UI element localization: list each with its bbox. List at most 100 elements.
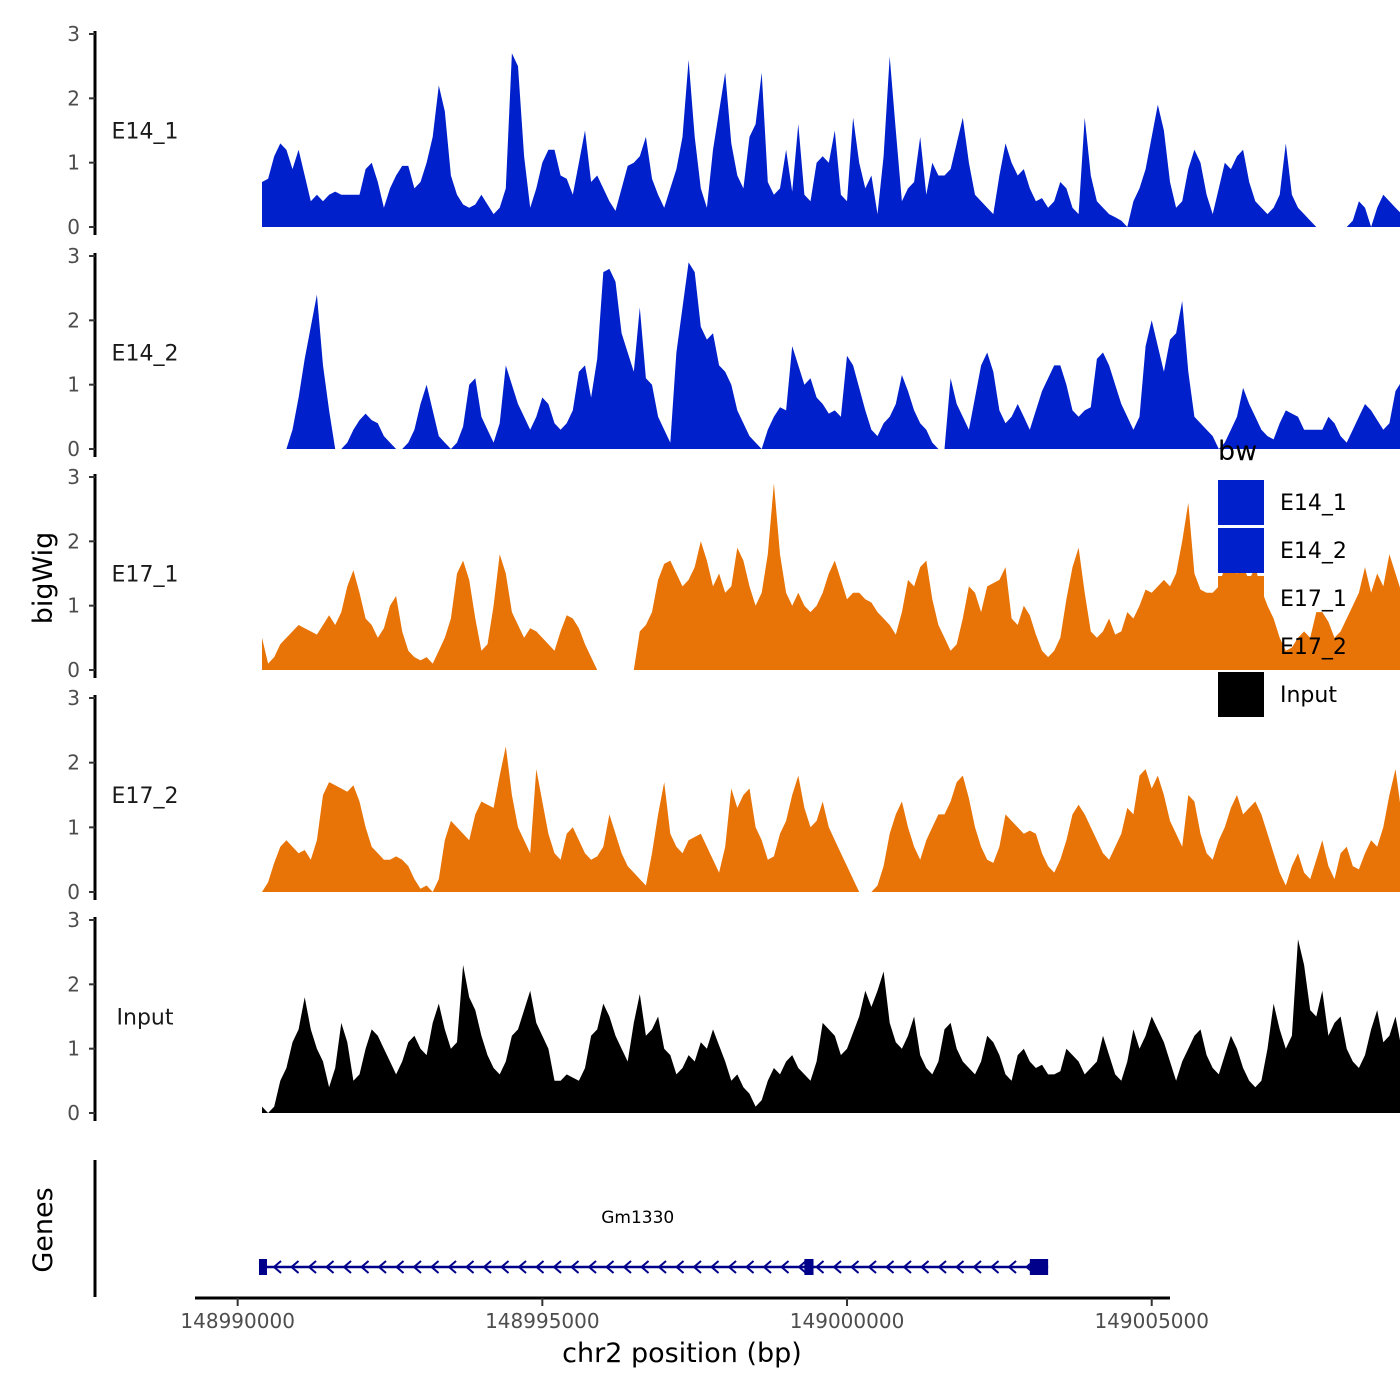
x-tick-label: 148995000 xyxy=(485,1309,600,1333)
y-tick-label: 1 xyxy=(67,151,80,175)
x-tick-label: 149005000 xyxy=(1094,1309,1209,1333)
gene-track: Gm1330 xyxy=(93,1160,1049,1297)
strand-arrow xyxy=(919,1260,930,1274)
strand-arrow xyxy=(657,1260,667,1274)
y-tick-label: 0 xyxy=(67,437,80,461)
strand-arrow xyxy=(482,1260,492,1274)
signal-area-e14-2 xyxy=(262,262,1400,449)
genes-axis-title: Genes xyxy=(28,1187,59,1272)
strand-arrow xyxy=(517,1260,527,1274)
y-tick-label: 0 xyxy=(67,215,80,239)
y-tick-label: 3 xyxy=(67,244,80,268)
strand-arrow xyxy=(272,1260,282,1274)
legend-swatch xyxy=(1218,624,1264,669)
track-e14-2: 0 1 2 3 E14_2 xyxy=(67,244,1400,461)
legend-label: E14_1 xyxy=(1280,491,1347,516)
legend-label: E17_2 xyxy=(1280,635,1347,660)
y-tick-label: 0 xyxy=(67,880,80,904)
strand-arrow xyxy=(377,1260,387,1274)
strand-arrow xyxy=(884,1260,895,1274)
track-e17-1: 0 1 2 3 E17_1 xyxy=(67,465,1400,682)
legend-swatch xyxy=(1218,672,1264,717)
strand-arrow xyxy=(359,1260,370,1274)
gene-label: Gm1330 xyxy=(601,1208,674,1228)
signal-area-e17-1 xyxy=(262,483,1400,670)
strand-arrow xyxy=(1007,1260,1017,1274)
strand-arrow xyxy=(447,1260,457,1274)
track-label: E17_1 xyxy=(112,563,179,588)
strand-arrow xyxy=(832,1260,842,1274)
strand-arrow xyxy=(727,1260,737,1274)
track-label: E17_2 xyxy=(112,784,179,809)
gene-exon xyxy=(804,1259,814,1275)
strand-arrow xyxy=(324,1260,335,1274)
strand-arrow xyxy=(989,1260,1000,1274)
signal-area-input xyxy=(262,939,1400,1113)
strand-arrow xyxy=(622,1260,632,1274)
track-label: E14_1 xyxy=(112,120,179,145)
strand-arrow xyxy=(867,1260,877,1274)
x-tick-label: 149000000 xyxy=(790,1309,905,1333)
track-input: 0 1 2 3 Input xyxy=(67,908,1400,1125)
x-tick-label: 148990000 xyxy=(180,1309,295,1333)
strand-arrow xyxy=(394,1260,405,1274)
y-tick-label: 2 xyxy=(67,308,80,332)
strand-arrow xyxy=(587,1260,597,1274)
strand-arrow xyxy=(709,1260,720,1274)
y-tick-label: 2 xyxy=(67,86,80,110)
y-tick-label: 1 xyxy=(67,594,80,618)
strand-arrow xyxy=(797,1260,807,1274)
track-e17-2: 0 1 2 3 E17_2 xyxy=(67,686,1400,904)
y-tick-label: 0 xyxy=(67,658,80,682)
x-axis: 148990000 148995000 149000000 149005000 xyxy=(180,1296,1209,1333)
y-axis-title: bigWig xyxy=(28,532,59,625)
y-tick-label: 3 xyxy=(67,465,80,489)
y-tick-label: 1 xyxy=(67,815,80,839)
strand-arrow xyxy=(604,1260,615,1274)
y-tick-label: 2 xyxy=(67,529,80,553)
legend-swatch xyxy=(1218,576,1264,621)
strand-arrow xyxy=(499,1260,510,1274)
strand-arrow xyxy=(849,1260,860,1274)
strand-arrow xyxy=(639,1260,650,1274)
signal-area-e17-2 xyxy=(262,746,1400,892)
y-tick-label: 1 xyxy=(67,1037,80,1061)
strand-arrow xyxy=(342,1260,352,1274)
legend-swatch xyxy=(1218,528,1264,573)
strand-arrow xyxy=(534,1260,545,1274)
track-e14-1: 0 1 2 3 E14_1 xyxy=(67,22,1400,239)
strand-arrow xyxy=(552,1260,562,1274)
strand-arrow xyxy=(779,1260,790,1274)
strand-arrow xyxy=(937,1260,947,1274)
strand-arrow xyxy=(464,1260,475,1274)
strand-arrow xyxy=(814,1260,825,1274)
strand-arrow xyxy=(692,1260,702,1274)
gene-exon xyxy=(1029,1259,1049,1275)
strand-arrow xyxy=(569,1260,580,1274)
strand-arrow xyxy=(429,1260,440,1274)
legend-label: E17_1 xyxy=(1280,587,1347,612)
legend-label: E14_2 xyxy=(1280,539,1347,564)
strand-arrow xyxy=(307,1260,317,1274)
legend-label: Input xyxy=(1280,683,1337,708)
strand-arrow xyxy=(674,1260,685,1274)
y-tick-label: 3 xyxy=(67,686,80,710)
legend-title: bw xyxy=(1218,436,1257,467)
y-tick-label: 0 xyxy=(67,1101,80,1125)
strand-arrow xyxy=(744,1260,755,1274)
track-label: Input xyxy=(117,1006,174,1031)
strand-arrow xyxy=(412,1260,422,1274)
y-tick-label: 2 xyxy=(67,751,80,775)
x-axis-title: chr2 position (bp) xyxy=(562,1338,802,1369)
strand-arrow xyxy=(902,1260,912,1274)
y-tick-label: 3 xyxy=(67,22,80,46)
track-label: E14_2 xyxy=(112,342,179,367)
strand-arrow xyxy=(762,1260,772,1274)
y-tick-label: 3 xyxy=(67,908,80,932)
signal-tracks: 0 1 2 3 E14_1 0 1 2 3 E14_2 0 1 2 3 E17_1 0 1 2 3 E17_2 0 1 2 3… xyxy=(67,22,1400,1125)
strand-arrow xyxy=(289,1260,300,1274)
signal-area-e14-1 xyxy=(262,53,1400,227)
y-tick-label: 1 xyxy=(67,373,80,397)
legend-swatch xyxy=(1218,480,1264,525)
